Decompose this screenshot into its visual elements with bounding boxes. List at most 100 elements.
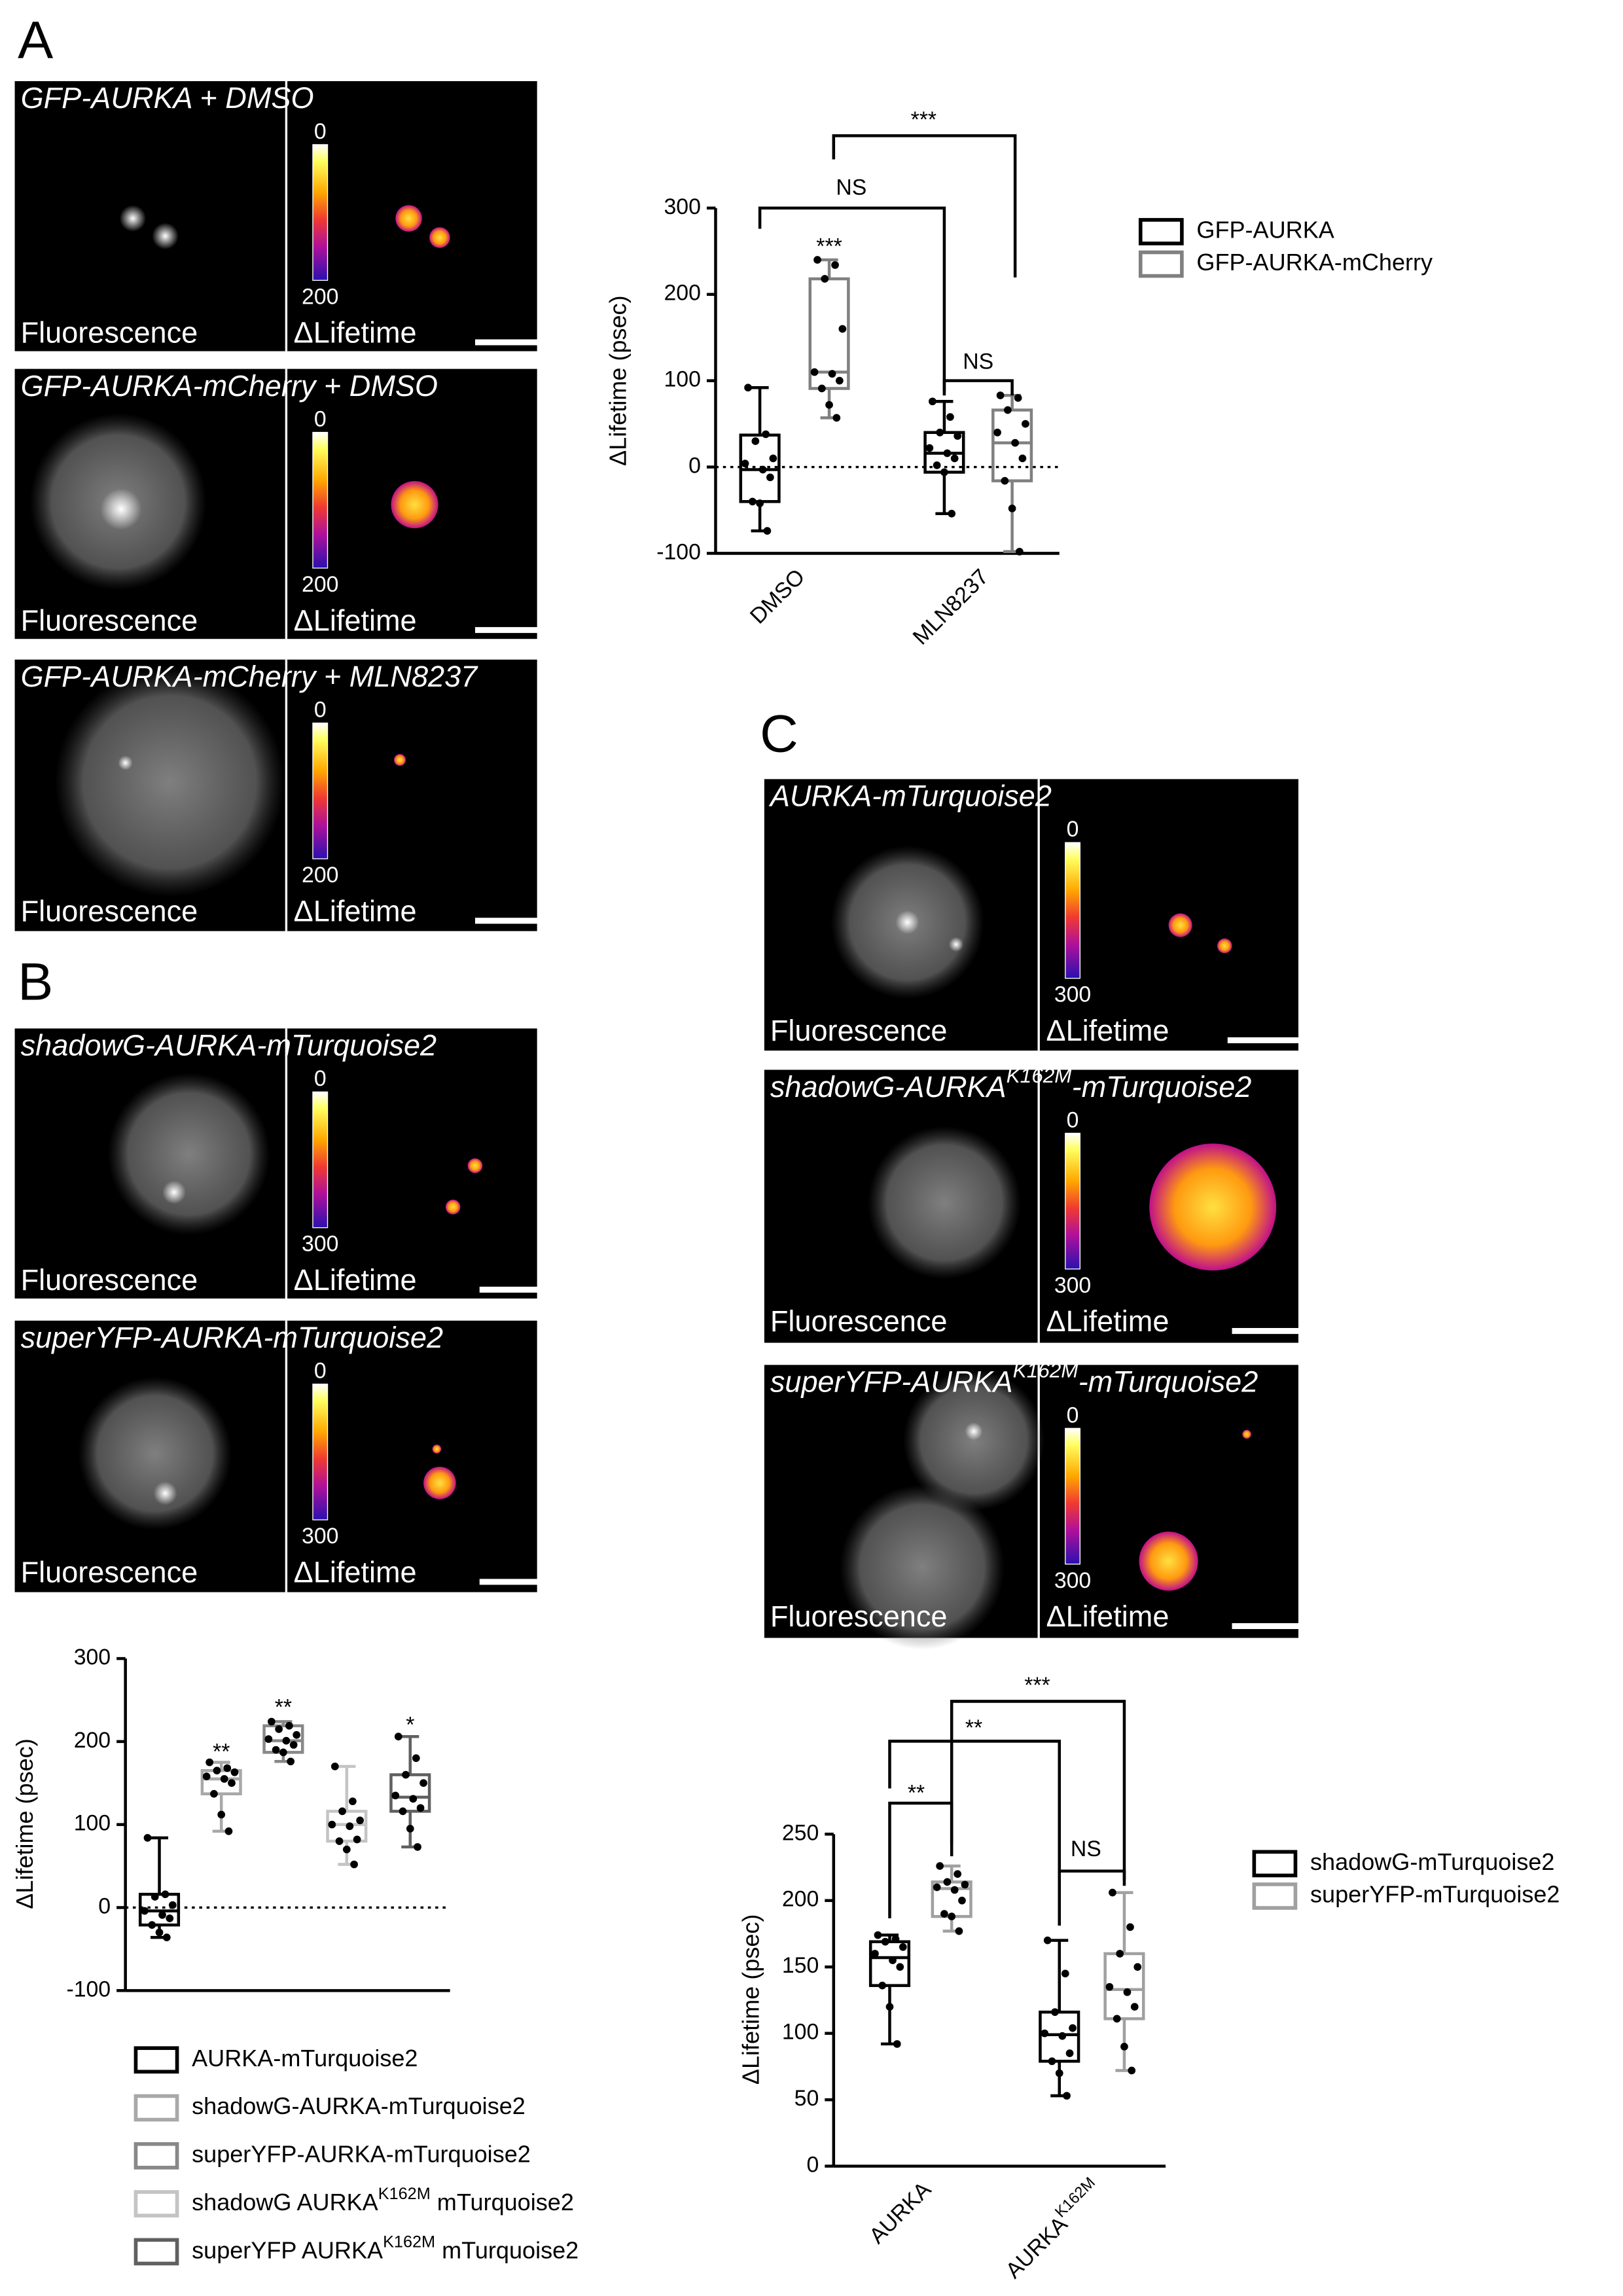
data-point — [356, 1816, 364, 1825]
data-point — [419, 1779, 427, 1787]
image-title: GFP-AURKA + DMSO — [21, 81, 314, 115]
y-tick-label: 150 — [782, 1953, 819, 1978]
data-point — [287, 1757, 295, 1766]
significance-label: ** — [908, 1780, 925, 1805]
image-title: superYFP-AURKA-mTurquoise2 — [21, 1321, 444, 1354]
fluorescence-signal — [839, 1484, 1005, 1650]
data-point — [1113, 2015, 1121, 2023]
data-point — [202, 1772, 211, 1780]
data-point — [217, 1810, 226, 1819]
data-point — [412, 1754, 420, 1763]
data-point — [950, 454, 959, 463]
y-axis-label: ΔLifetime (psec) — [11, 1738, 38, 1909]
data-point — [293, 1731, 301, 1739]
data-point — [1014, 394, 1022, 402]
data-point — [748, 497, 757, 506]
colorbar-label: 300 — [1054, 982, 1091, 1007]
legend-label: AURKA-mTurquoise2 — [192, 2045, 418, 2072]
panel-letter: C — [760, 705, 798, 764]
legend-swatch — [134, 2142, 179, 2170]
significance-bracket — [942, 379, 1014, 396]
data-point — [1109, 1888, 1116, 1897]
data-point — [275, 1725, 283, 1733]
y-tick-label: 0 — [98, 1893, 111, 1918]
colorbar — [312, 144, 329, 281]
data-point — [741, 459, 749, 468]
colorbar — [312, 431, 329, 569]
image-background — [14, 1028, 537, 1299]
x-tick-label-part: AURKA — [1001, 2212, 1073, 2284]
box — [200, 1769, 242, 1796]
colorbar-label: 0 — [314, 698, 327, 723]
legend-label: shadowG AURKAK162M mTurquoise2 — [192, 2185, 574, 2215]
data-point — [1055, 2069, 1063, 2077]
data-point — [1022, 420, 1029, 428]
y-tick-label: 0 — [806, 2153, 819, 2178]
image-background — [14, 81, 537, 351]
y-tick-label: -100 — [656, 539, 701, 564]
data-point — [828, 370, 836, 378]
legend-swatch — [1138, 250, 1184, 278]
lifetime-signal — [395, 205, 422, 232]
data-point — [1061, 1969, 1069, 1978]
data-point — [166, 1914, 174, 1922]
fluorescence-signal — [152, 223, 179, 250]
channel-label: ΔLifetime — [294, 603, 417, 637]
fluorescence-signal — [965, 1422, 983, 1441]
data-point — [394, 1732, 402, 1741]
data-point — [936, 428, 944, 437]
channel-label: ΔLifetime — [294, 1263, 417, 1297]
data-point — [762, 430, 770, 439]
y-tick-label: 200 — [74, 1728, 111, 1753]
data-point — [1041, 2029, 1049, 2037]
significance-label: NS — [836, 175, 866, 200]
data-point — [213, 1767, 221, 1775]
legend-label: superYFP-AURKA-mTurquoise2 — [192, 2140, 531, 2167]
y-axis-label: ΔLifetime (psec) — [737, 1914, 764, 2085]
channel-label: ΔLifetime — [1046, 1600, 1169, 1633]
data-point — [350, 1860, 358, 1869]
legend-swatch — [1138, 218, 1184, 245]
data-point — [896, 1963, 904, 1971]
data-point — [1126, 1923, 1134, 1931]
lifetime-signal — [467, 1158, 483, 1174]
data-point — [1069, 2024, 1077, 2032]
data-point — [402, 1770, 410, 1779]
data-point — [224, 1827, 233, 1835]
channel-label: ΔLifetime — [294, 894, 417, 927]
data-point — [993, 428, 1001, 437]
data-point — [891, 1935, 900, 1943]
data-point — [825, 401, 833, 409]
significance-label: NS — [963, 350, 993, 374]
significance-bracket — [1058, 1869, 1126, 1926]
significance-label: ** — [275, 1695, 292, 1720]
lifetime-signal — [1168, 913, 1192, 937]
data-point — [328, 1820, 336, 1829]
data-point — [756, 499, 764, 507]
image-title-part: K162M — [1007, 1064, 1073, 1087]
y-tick-label: 100 — [74, 1811, 111, 1836]
colorbar-label: 200 — [302, 572, 338, 597]
data-point — [151, 1893, 159, 1901]
data-point — [1130, 2003, 1139, 2011]
data-point — [1011, 439, 1019, 447]
data-point — [230, 1768, 239, 1776]
data-point — [155, 1928, 164, 1937]
data-point — [282, 1736, 291, 1745]
data-point — [950, 1886, 959, 1894]
lifetime-signal — [1217, 938, 1232, 954]
data-point — [353, 1835, 361, 1844]
data-point — [285, 1721, 293, 1730]
significance-bracket — [888, 1801, 954, 1918]
data-point — [933, 461, 941, 469]
colorbar-label: 0 — [314, 119, 327, 144]
image-title: GFP-AURKA-mCherry + DMSO — [21, 369, 438, 403]
fluorescence-signal — [867, 1126, 1022, 1280]
image-title: superYFP-AURKAK162M-mTurquoise2 — [770, 1359, 1258, 1399]
fluorescence-signal — [162, 1180, 187, 1204]
legend-swatch — [134, 2094, 179, 2122]
data-point — [346, 1822, 354, 1831]
colorbar — [312, 1384, 329, 1520]
legend-swatch — [134, 2046, 179, 2074]
